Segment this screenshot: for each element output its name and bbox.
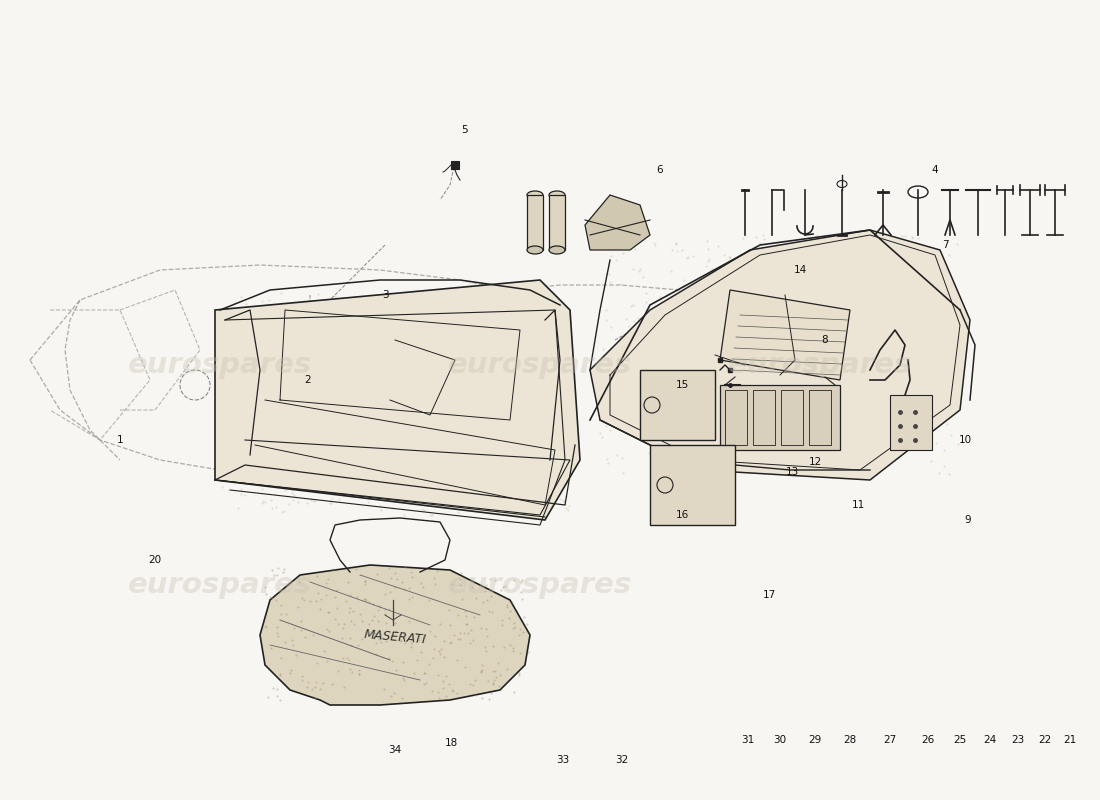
Text: 6: 6	[657, 165, 663, 175]
Ellipse shape	[527, 246, 543, 254]
Text: 15: 15	[675, 380, 689, 390]
Text: 9: 9	[965, 515, 971, 525]
Text: 23: 23	[1011, 735, 1024, 745]
Text: eurospares: eurospares	[448, 351, 632, 379]
Text: 8: 8	[822, 335, 828, 345]
Text: 2: 2	[305, 375, 311, 385]
Text: eurospares: eurospares	[128, 571, 312, 599]
Text: 16: 16	[675, 510, 689, 520]
Ellipse shape	[549, 246, 565, 254]
Text: 28: 28	[844, 735, 857, 745]
Ellipse shape	[549, 191, 565, 199]
Text: 25: 25	[954, 735, 967, 745]
Text: 10: 10	[958, 435, 971, 445]
Text: eurospares: eurospares	[448, 571, 632, 599]
Bar	[549, 195, 565, 250]
Text: 32: 32	[615, 755, 628, 765]
Text: 24: 24	[983, 735, 997, 745]
Text: 17: 17	[762, 590, 776, 600]
Text: 11: 11	[851, 500, 865, 510]
Text: 33: 33	[557, 755, 570, 765]
Text: 13: 13	[785, 467, 799, 477]
Text: 26: 26	[922, 735, 935, 745]
Text: 14: 14	[793, 265, 806, 275]
Bar	[650, 445, 735, 525]
Bar	[808, 390, 830, 445]
Bar	[754, 390, 776, 445]
Polygon shape	[260, 565, 530, 705]
Bar	[781, 390, 803, 445]
Text: 30: 30	[773, 735, 786, 745]
Text: 3: 3	[382, 290, 388, 300]
Polygon shape	[214, 280, 580, 520]
Text: eurospares: eurospares	[728, 351, 912, 379]
Bar	[890, 395, 932, 450]
Text: 18: 18	[444, 738, 458, 748]
Text: 20: 20	[148, 555, 162, 565]
Text: 31: 31	[741, 735, 755, 745]
Ellipse shape	[527, 191, 543, 199]
Text: 1: 1	[117, 435, 123, 445]
Polygon shape	[590, 230, 970, 480]
Text: 29: 29	[808, 735, 822, 745]
Text: 22: 22	[1038, 735, 1052, 745]
Text: 7: 7	[942, 240, 948, 250]
Bar	[640, 370, 715, 440]
Text: 21: 21	[1064, 735, 1077, 745]
Bar	[725, 390, 747, 445]
Text: 5: 5	[462, 125, 469, 135]
Text: 27: 27	[883, 735, 896, 745]
Bar	[720, 385, 840, 450]
Polygon shape	[720, 290, 850, 380]
Polygon shape	[585, 195, 650, 250]
Text: 4: 4	[932, 165, 938, 175]
Bar	[527, 195, 543, 250]
Text: 34: 34	[388, 745, 401, 755]
Text: eurospares: eurospares	[128, 351, 312, 379]
Text: MASERATI: MASERATI	[363, 628, 427, 646]
Text: 12: 12	[808, 457, 822, 467]
